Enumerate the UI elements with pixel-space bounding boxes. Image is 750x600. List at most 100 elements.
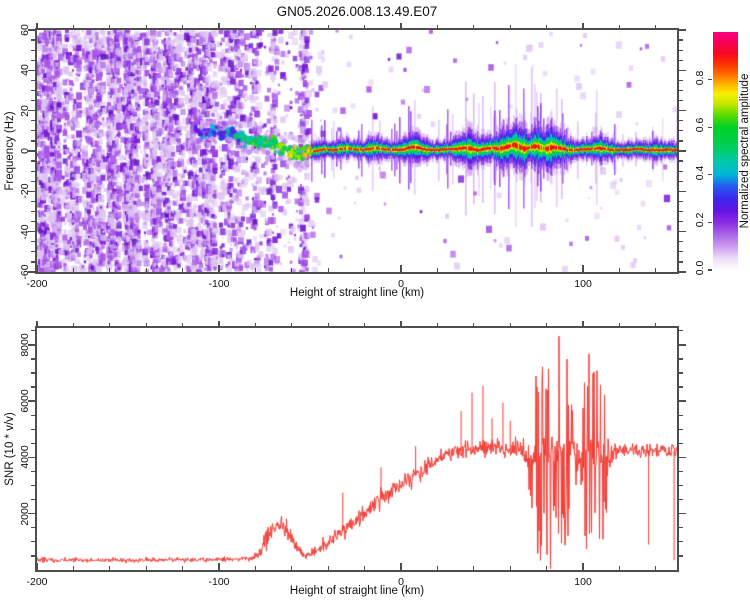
y-tick-label: -60 bbox=[19, 264, 31, 280]
bottom-yaxis-title: SNR (10 * v/v) bbox=[4, 412, 16, 486]
y-minor-tick bbox=[31, 386, 35, 388]
x-tick-label: -100 bbox=[208, 278, 230, 290]
y-minor-tick bbox=[679, 499, 683, 501]
y-major-tick bbox=[679, 512, 686, 515]
colorbar-tick-label: 0.2 bbox=[694, 213, 706, 228]
y-minor-tick bbox=[31, 170, 35, 172]
y-minor-tick bbox=[679, 200, 683, 202]
colorbar-tick bbox=[708, 269, 712, 271]
x-minor-tick bbox=[254, 268, 257, 272]
x-minor-tick bbox=[72, 25, 74, 28]
x-minor-tick bbox=[145, 25, 147, 28]
x-minor-tick bbox=[327, 268, 329, 272]
y-minor-tick bbox=[31, 499, 35, 501]
y-major-tick bbox=[28, 456, 35, 459]
top-yaxis-title: Frequency (Hz) bbox=[4, 111, 16, 191]
y-minor-tick bbox=[31, 414, 35, 416]
x-major-tick bbox=[218, 265, 220, 272]
x-major-tick bbox=[218, 321, 220, 326]
y-major-tick bbox=[679, 190, 686, 193]
y-tick-label: 8000 bbox=[19, 333, 31, 357]
y-minor-tick bbox=[31, 241, 35, 243]
x-minor-tick bbox=[109, 323, 111, 326]
y-minor-tick bbox=[31, 555, 35, 557]
colorbar-tick bbox=[708, 174, 712, 176]
y-minor-tick bbox=[31, 527, 35, 529]
y-minor-tick bbox=[679, 180, 683, 182]
y-minor-tick bbox=[31, 59, 35, 61]
y-major-tick bbox=[679, 456, 686, 459]
y-minor-tick bbox=[679, 470, 683, 473]
x-tick-label: 100 bbox=[574, 278, 592, 290]
y-major-tick bbox=[679, 69, 686, 72]
x-minor-tick bbox=[291, 323, 293, 326]
x-minor-tick bbox=[182, 268, 184, 272]
x-minor-tick bbox=[72, 268, 74, 272]
y-minor-tick bbox=[679, 99, 683, 102]
y-major-tick bbox=[679, 29, 686, 31]
x-minor-tick bbox=[546, 25, 548, 28]
y-minor-tick bbox=[31, 49, 35, 51]
y-major-tick bbox=[28, 512, 35, 515]
y-minor-tick bbox=[679, 251, 683, 253]
colorbar-tick-label: 0.0 bbox=[694, 260, 706, 276]
x-major-tick bbox=[400, 265, 402, 272]
colorbar-title: Normalized spectral amplitude bbox=[739, 73, 750, 229]
x-major-tick bbox=[400, 23, 402, 28]
x-minor-tick bbox=[109, 566, 111, 570]
x-minor-tick bbox=[72, 566, 74, 570]
y-minor-tick bbox=[31, 330, 35, 332]
x-minor-tick bbox=[655, 323, 657, 326]
y-minor-tick bbox=[31, 428, 35, 430]
y-minor-tick bbox=[679, 484, 683, 487]
x-minor-tick bbox=[364, 566, 366, 570]
y-major-tick bbox=[28, 69, 35, 72]
y-minor-tick bbox=[31, 89, 35, 92]
y-minor-tick bbox=[679, 261, 683, 263]
y-minor-tick bbox=[679, 358, 683, 360]
y-major-tick bbox=[28, 190, 35, 193]
x-minor-tick bbox=[254, 25, 257, 28]
x-minor-tick bbox=[182, 323, 184, 326]
x-major-tick bbox=[582, 23, 584, 28]
x-minor-tick bbox=[327, 323, 329, 326]
y-minor-tick bbox=[679, 140, 683, 142]
y-minor-tick bbox=[31, 261, 35, 263]
y-minor-tick bbox=[31, 220, 35, 223]
x-minor-tick bbox=[291, 566, 293, 570]
y-major-tick bbox=[28, 400, 35, 402]
x-minor-tick bbox=[436, 25, 439, 28]
x-minor-tick bbox=[254, 566, 257, 570]
x-minor-tick bbox=[364, 25, 366, 28]
y-minor-tick bbox=[679, 130, 683, 132]
x-major-tick bbox=[218, 23, 220, 28]
x-minor-tick bbox=[436, 268, 439, 272]
y-tick-label: 4000 bbox=[19, 445, 31, 470]
x-minor-tick bbox=[546, 323, 548, 326]
snr-panel bbox=[35, 326, 679, 572]
x-major-tick bbox=[582, 321, 584, 326]
y-minor-tick bbox=[679, 555, 683, 557]
x-major-tick bbox=[582, 563, 584, 570]
x-minor-tick bbox=[145, 268, 147, 272]
y-minor-tick bbox=[679, 414, 683, 416]
y-major-tick bbox=[28, 109, 35, 112]
y-minor-tick bbox=[679, 160, 683, 162]
y-major-tick bbox=[679, 109, 686, 112]
colorbar-tick bbox=[708, 126, 712, 128]
spectrogram-panel bbox=[35, 28, 679, 274]
spectrogram-canvas bbox=[37, 30, 677, 272]
y-major-tick bbox=[679, 344, 686, 346]
y-tick-label: 20 bbox=[19, 104, 31, 117]
colorbar-tick bbox=[708, 221, 712, 223]
y-minor-tick bbox=[679, 386, 683, 388]
y-minor-tick bbox=[31, 99, 35, 102]
y-minor-tick bbox=[31, 79, 35, 81]
x-minor-tick bbox=[109, 25, 111, 28]
y-minor-tick bbox=[679, 89, 683, 92]
x-minor-tick bbox=[546, 268, 548, 272]
x-minor-tick bbox=[364, 323, 366, 326]
y-minor-tick bbox=[679, 330, 683, 332]
x-minor-tick bbox=[618, 323, 621, 326]
y-minor-tick bbox=[679, 220, 683, 223]
